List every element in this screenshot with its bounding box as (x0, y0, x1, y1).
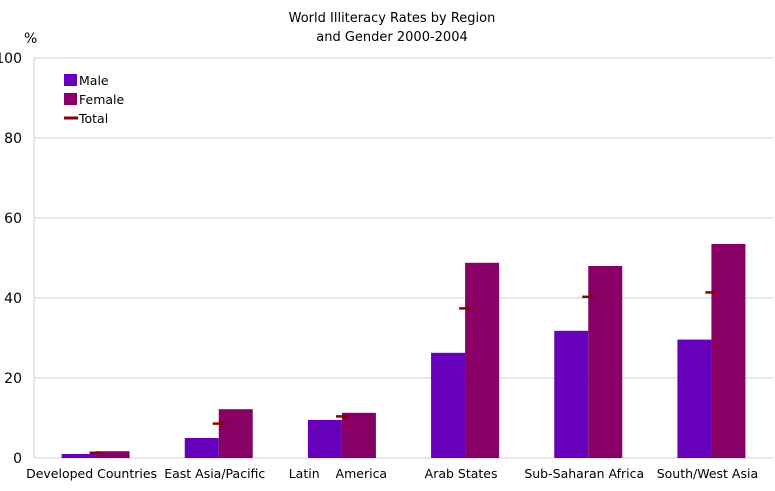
y-tick-label: 100 (0, 51, 22, 67)
category-labels: Developed Countries East Asia/Pacific Lati… (26, 466, 758, 481)
y-tick-labels: 0 20 40 60 80 100 (0, 51, 22, 467)
category-label: Arab States (425, 466, 498, 481)
category-label: East Asia/Pacific (164, 466, 265, 481)
y-tick-label: 0 (13, 451, 22, 467)
y-axis-label: % (24, 31, 37, 47)
bar-female (588, 266, 623, 458)
legend-label-female: Female (79, 92, 125, 107)
category-label: Latin America (289, 466, 387, 481)
bar-female (218, 409, 253, 458)
bar-male (184, 438, 219, 458)
y-tick-label: 40 (4, 291, 22, 307)
bar-female (341, 412, 376, 458)
legend: Male Female Total (64, 73, 125, 126)
y-tick-label: 20 (4, 371, 22, 387)
bar-female (95, 451, 130, 458)
bar-male (61, 454, 96, 458)
legend-label-male: Male (79, 73, 109, 88)
chart-title-line-2: and Gender 2000-2004 (316, 30, 468, 45)
y-tick-label: 80 (4, 131, 22, 147)
bar-female (465, 262, 500, 458)
bar-male (677, 339, 712, 458)
bar-male (554, 330, 589, 458)
bars (61, 244, 746, 458)
total-markers (89, 291, 718, 455)
gridlines (33, 57, 773, 459)
category-label: Developed Countries (26, 466, 157, 481)
legend-swatch-female (64, 93, 77, 105)
bar-male (307, 420, 342, 458)
legend-swatch-male (64, 74, 77, 86)
y-tick-label: 60 (4, 211, 22, 227)
category-label: South/West Asia (657, 466, 758, 481)
category-label: Sub-Saharan Africa (524, 466, 644, 481)
bar-female (711, 244, 746, 458)
legend-label-total: Total (78, 111, 108, 126)
bar-male (431, 352, 466, 458)
chart-title-line-1: World Illiteracy Rates by Region (289, 11, 496, 26)
